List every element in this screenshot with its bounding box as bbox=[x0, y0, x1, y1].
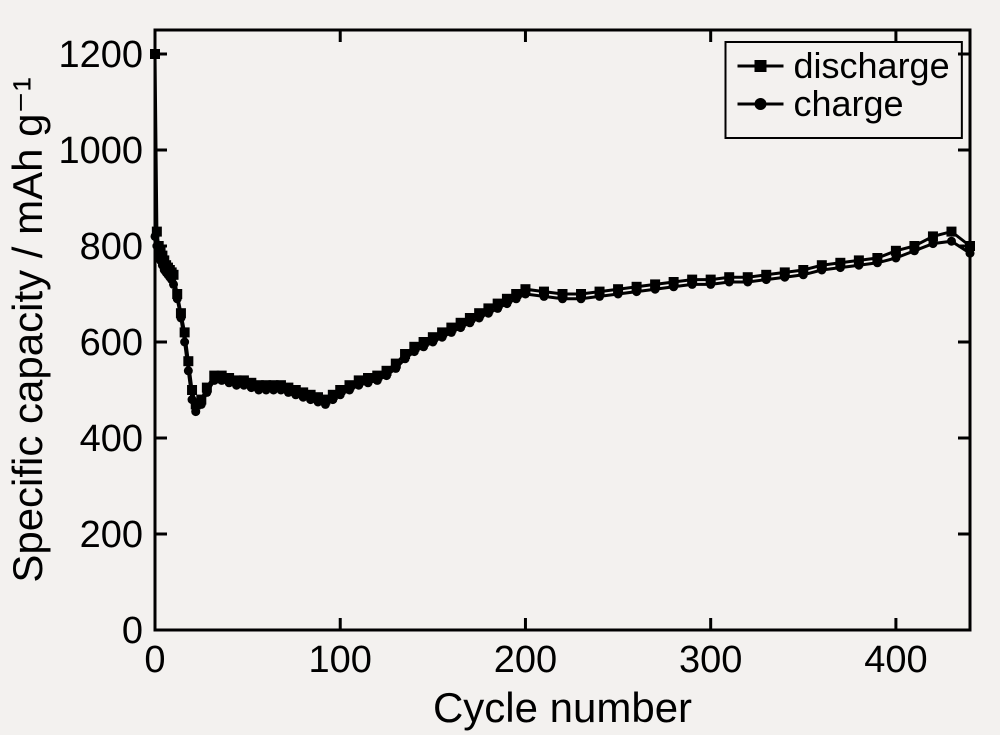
marker-charge bbox=[928, 239, 937, 248]
marker-charge bbox=[354, 381, 363, 390]
marker-charge bbox=[688, 280, 697, 289]
marker-charge bbox=[475, 314, 484, 323]
marker-charge bbox=[321, 400, 330, 409]
marker-charge bbox=[197, 400, 206, 409]
marker-charge bbox=[706, 280, 715, 289]
marker-charge bbox=[484, 309, 493, 318]
marker-charge bbox=[202, 388, 211, 397]
marker-discharge bbox=[946, 227, 956, 237]
marker-charge bbox=[191, 407, 200, 416]
legend-label-discharge: discharge bbox=[794, 45, 950, 86]
marker-charge bbox=[173, 294, 182, 303]
marker-charge bbox=[410, 347, 419, 356]
marker-charge bbox=[891, 254, 900, 263]
x-tick-label: 200 bbox=[494, 639, 557, 681]
y-tick-label: 400 bbox=[80, 418, 143, 460]
marker-charge bbox=[539, 292, 548, 301]
marker-charge bbox=[336, 390, 345, 399]
x-tick-label: 100 bbox=[309, 639, 372, 681]
marker-charge bbox=[345, 386, 354, 395]
marker-charge bbox=[373, 376, 382, 385]
marker-charge bbox=[512, 294, 521, 303]
marker-charge bbox=[428, 338, 437, 347]
x-tick-label: 300 bbox=[679, 639, 742, 681]
marker-charge bbox=[873, 258, 882, 267]
marker-charge bbox=[577, 294, 586, 303]
marker-charge bbox=[493, 304, 502, 313]
marker-charge bbox=[725, 278, 734, 287]
marker-charge bbox=[910, 246, 919, 255]
marker-charge bbox=[502, 299, 511, 308]
marker-charge bbox=[465, 318, 474, 327]
marker-charge bbox=[595, 292, 604, 301]
marker-charge bbox=[447, 328, 456, 337]
y-tick-label: 0 bbox=[122, 610, 143, 652]
y-tick-label: 600 bbox=[80, 322, 143, 364]
marker-charge bbox=[364, 378, 373, 387]
marker-charge bbox=[817, 266, 826, 275]
cycling-capacity-chart: 0 100 200 300 400 0 200 400 600 800 1000 1200 Cycle … bbox=[0, 0, 1000, 735]
x-tick-label: 0 bbox=[144, 639, 165, 681]
marker-charge bbox=[184, 366, 193, 375]
y-tick-label: 800 bbox=[80, 226, 143, 268]
marker-charge bbox=[762, 275, 771, 284]
marker-charge bbox=[669, 282, 678, 291]
marker-charge bbox=[176, 314, 185, 323]
legend-label-charge: charge bbox=[794, 83, 904, 124]
marker-discharge bbox=[150, 49, 160, 59]
marker-charge bbox=[328, 395, 337, 404]
marker-charge bbox=[152, 242, 161, 251]
marker-charge bbox=[401, 354, 410, 363]
marker-charge bbox=[419, 342, 428, 351]
marker-charge bbox=[382, 371, 391, 380]
x-tick-label: 400 bbox=[864, 639, 927, 681]
y-tick-label: 1200 bbox=[58, 34, 143, 76]
marker-charge bbox=[151, 232, 160, 241]
marker-charge bbox=[521, 290, 530, 299]
marker-charge bbox=[947, 237, 956, 246]
legend-marker-charge bbox=[755, 98, 767, 110]
y-tick-label: 200 bbox=[80, 514, 143, 556]
marker-charge bbox=[651, 285, 660, 294]
marker-charge bbox=[558, 294, 567, 303]
marker-charge bbox=[854, 261, 863, 270]
y-axis-label: Specific capacity / mAh g⁻¹ bbox=[4, 77, 51, 582]
marker-charge bbox=[780, 273, 789, 282]
marker-charge bbox=[180, 338, 189, 347]
marker-charge bbox=[966, 249, 975, 258]
marker-charge bbox=[743, 278, 752, 287]
marker-charge bbox=[438, 333, 447, 342]
marker-charge bbox=[391, 364, 400, 373]
legend-marker-discharge bbox=[755, 60, 767, 72]
y-tick-label: 1000 bbox=[58, 130, 143, 172]
marker-charge bbox=[836, 263, 845, 272]
marker-charge bbox=[614, 290, 623, 299]
x-axis-label: Cycle number bbox=[433, 684, 692, 731]
marker-charge bbox=[799, 270, 808, 279]
marker-charge bbox=[456, 323, 465, 332]
marker-charge bbox=[188, 395, 197, 404]
marker-charge bbox=[632, 287, 641, 296]
marker-charge bbox=[169, 280, 178, 289]
